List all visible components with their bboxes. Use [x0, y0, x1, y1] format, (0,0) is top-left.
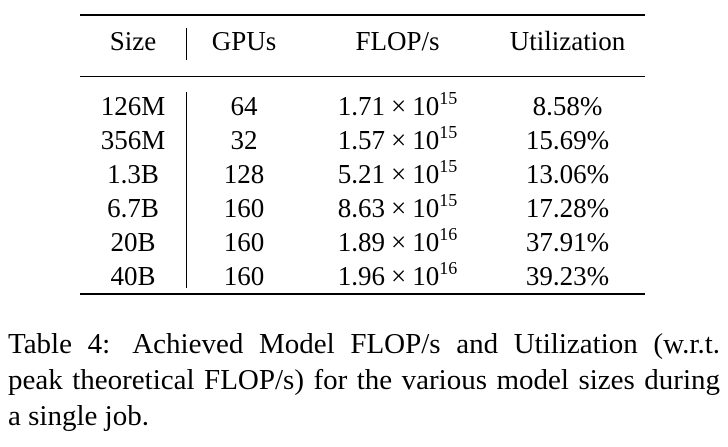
table-caption: Table 4: Achieved Model FLOP/s and Utiliz… [8, 326, 720, 434]
flops-mantissa: 5.21 [337, 159, 385, 189]
flops-base: 10 [412, 261, 440, 291]
cell-flops: 5.21 × 1015 [305, 157, 490, 191]
flops-mantissa: 1.96 [337, 261, 385, 291]
cell-gpus: 160 [223, 193, 265, 223]
cell-utilization: 8.58% [532, 91, 603, 121]
cell-flops: 1.89 × 1016 [305, 225, 490, 259]
table-row: 6.7B 160 8.63 × 1015 17.28% [80, 191, 645, 225]
flops-mantissa: 1.57 [337, 125, 385, 155]
flops-base: 10 [412, 227, 440, 257]
cell-size: 6.7B [107, 193, 159, 223]
header-flops: FLOP/s [355, 26, 440, 56]
table-row: 126M 64 1.71 × 1015 8.58% [80, 89, 645, 123]
flops-base: 10 [412, 125, 440, 155]
cell-gpus: 128 [223, 159, 265, 189]
times-sign: × [391, 227, 407, 257]
cell-utilization: 17.28% [525, 193, 610, 223]
flops-exponent: 16 [439, 224, 458, 244]
cell-size: 126M [100, 91, 166, 121]
table-bottom-rule [80, 293, 645, 295]
flops-exponent: 15 [439, 156, 458, 176]
cell-size: 40B [110, 261, 156, 291]
cell-flops: 1.71 × 1015 [305, 89, 490, 123]
cell-flops: 1.57 × 1015 [305, 123, 490, 157]
cell-size: 20B [110, 227, 156, 257]
times-sign: × [391, 193, 407, 223]
flops-base: 10 [412, 91, 440, 121]
table-row: 356M 32 1.57 × 1015 15.69% [80, 123, 645, 157]
cell-utilization: 15.69% [525, 125, 610, 155]
cell-utilization: 37.91% [525, 227, 610, 257]
cell-gpus: 160 [223, 227, 265, 257]
times-sign: × [391, 91, 407, 121]
flops-exponent: 15 [439, 88, 458, 108]
cell-flops: 8.63 × 1015 [305, 191, 490, 225]
flops-base: 10 [412, 193, 440, 223]
table-mid-rule [80, 76, 645, 77]
cell-gpus: 32 [230, 125, 258, 155]
times-sign: × [391, 125, 407, 155]
body-column-divider [186, 92, 187, 288]
flops-mantissa: 1.89 [337, 227, 385, 257]
header-column-divider [186, 28, 187, 60]
caption-label: Table 4: [8, 328, 111, 360]
flops-base: 10 [412, 159, 440, 189]
flops-exponent: 15 [439, 122, 458, 142]
header-gpus: GPUs [211, 26, 277, 56]
cell-size: 1.3B [107, 159, 159, 189]
cell-gpus: 160 [223, 261, 265, 291]
cell-utilization: 39.23% [525, 261, 610, 291]
flops-mantissa: 1.71 [337, 91, 385, 121]
table-row: 1.3B 128 5.21 × 1015 13.06% [80, 157, 645, 191]
table-top-rule [80, 14, 645, 16]
cell-utilization: 13.06% [525, 159, 610, 189]
header-size: Size [109, 26, 157, 56]
table-row: 40B 160 1.96 × 1016 39.23% [80, 259, 645, 293]
flops-exponent: 16 [439, 258, 458, 278]
times-sign: × [391, 159, 407, 189]
header-utilization: Utilization [509, 26, 626, 56]
table-row: 20B 160 1.89 × 1016 37.91% [80, 225, 645, 259]
cell-gpus: 64 [230, 91, 258, 121]
cell-size: 356M [100, 125, 166, 155]
flops-mantissa: 8.63 [337, 193, 385, 223]
flops-exponent: 15 [439, 190, 458, 210]
times-sign: × [391, 261, 407, 291]
cell-flops: 1.96 × 1016 [305, 259, 490, 293]
caption-text: Achieved Model FLOP/s and Utilization (w… [8, 328, 720, 432]
